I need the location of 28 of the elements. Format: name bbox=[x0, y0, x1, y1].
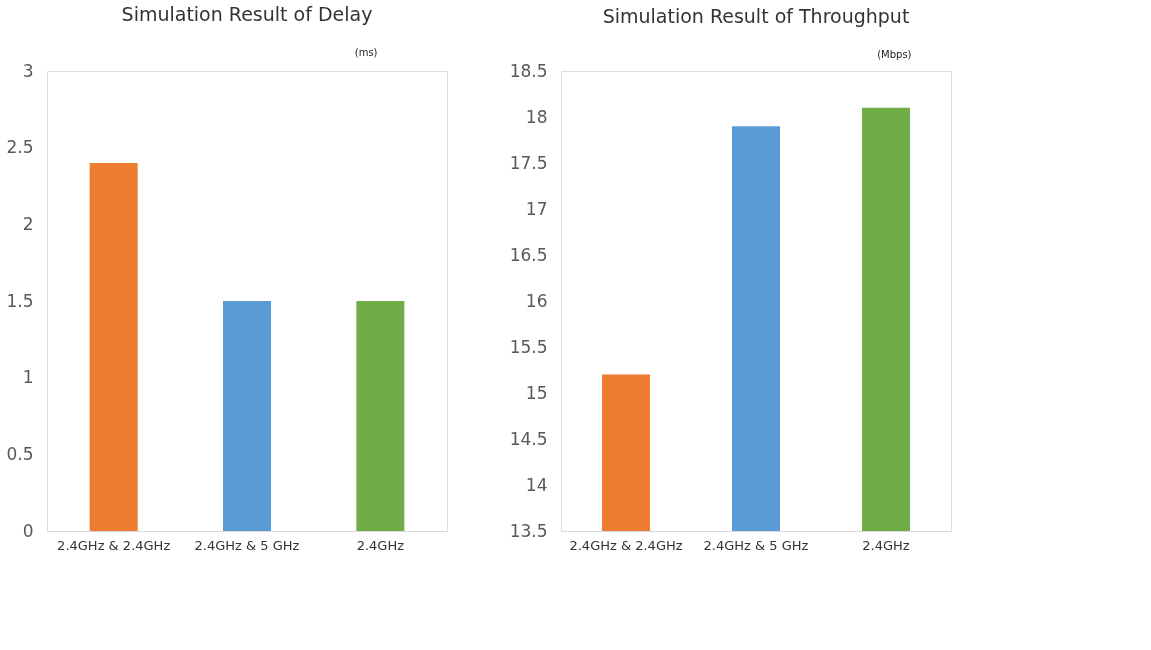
y-tick-label: 16 bbox=[525, 290, 548, 311]
y-tick-label: 3 bbox=[22, 60, 34, 81]
y-tick-label: 18.5 bbox=[509, 60, 548, 81]
y-tick-label: 0.5 bbox=[6, 443, 34, 464]
y-tick-label: 2.5 bbox=[6, 137, 34, 158]
y-tick-label: 14 bbox=[525, 474, 548, 495]
x-tick-label: 2.4GHz & 5 GHz bbox=[194, 537, 300, 553]
chart-title: Simulation Result of Delay bbox=[121, 3, 373, 25]
x-tick-label: 2.4GHz & 2.4GHz bbox=[57, 537, 171, 553]
y-tick-label: 17 bbox=[525, 198, 548, 219]
chart-title: Simulation Result of Throughput bbox=[602, 5, 910, 27]
y-tick-label: 0 bbox=[22, 520, 34, 541]
x-tick-label: 2.4GHz bbox=[356, 537, 405, 553]
y-tick-label: 14.5 bbox=[509, 428, 548, 449]
y-tick-label: 16.5 bbox=[509, 244, 548, 265]
y-axis-title: (Mbps) bbox=[877, 48, 912, 60]
y-tick-label: 13.5 bbox=[509, 520, 548, 541]
y-tick-label: 18 bbox=[525, 106, 548, 127]
y-tick-label: 1.5 bbox=[6, 290, 34, 311]
x-tick-label: 2.4GHz & 2.4GHz bbox=[569, 537, 683, 553]
y-tick-label: 15 bbox=[525, 382, 548, 403]
x-tick-label: 2.4GHz bbox=[862, 537, 910, 553]
y-axis-title: (ms) bbox=[354, 46, 378, 58]
x-tick-label: 2.4GHz & 5 GHz bbox=[703, 537, 809, 553]
y-tick-label: 15.5 bbox=[509, 336, 548, 357]
y-tick-label: 17.5 bbox=[509, 152, 548, 173]
y-tick-label: 2 bbox=[22, 213, 34, 234]
y-tick-label: 1 bbox=[22, 367, 34, 388]
